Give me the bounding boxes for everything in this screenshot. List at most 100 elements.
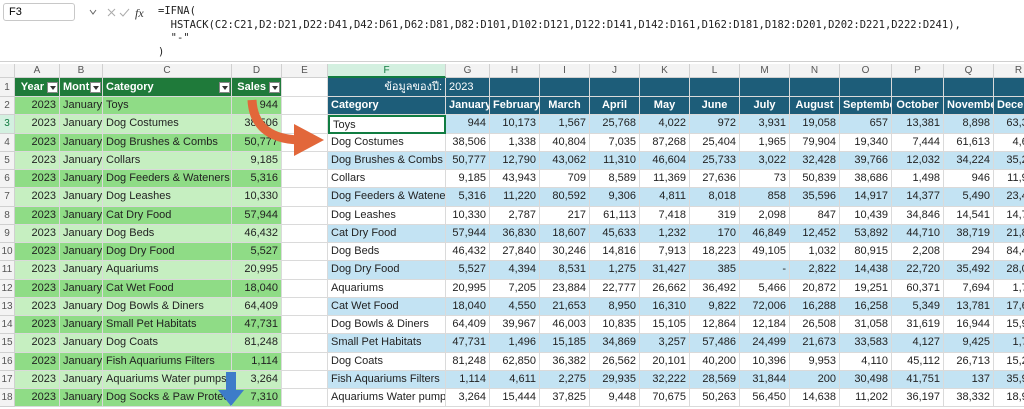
cell: Category [103,78,232,97]
cell: 81,248 [232,334,282,353]
row-header: 10 [0,243,15,262]
cell: December [994,97,1024,116]
cell: 2023 [15,243,60,262]
cell: 39,766 [840,151,892,170]
row-header: 17 [0,370,15,389]
cell: 39,967 [490,316,540,335]
cell: 2023 [446,78,490,97]
cell: 32,428 [790,151,840,170]
cell: January [60,370,103,389]
cell: July [740,97,790,116]
cell: Dog Bowls & Diners [328,316,446,335]
cell: 38,506 [232,115,282,134]
filter-button[interactable] [269,82,280,93]
cell: 33,583 [840,334,892,353]
cell: 16,258 [840,297,892,316]
cell: 35,937 [994,370,1024,389]
empty-cell [994,78,1024,97]
cell: 30,246 [540,243,590,262]
cell: 10,330 [446,206,490,225]
cell: 60,371 [892,279,944,298]
cell: January [446,97,490,116]
cell: 20,872 [790,279,840,298]
cell: 9,185 [232,151,282,170]
cell: Fish Aquariums Filters [328,370,446,389]
cancel-icon[interactable] [107,8,116,17]
cell: Dog Feeders & Wateners [328,188,446,207]
filter-button[interactable] [219,82,230,93]
cell: 858 [740,188,790,207]
cell: 36,197 [892,389,944,408]
cell: 217 [540,206,590,225]
cell: 4,394 [490,261,540,280]
cell: October [892,97,944,116]
column-header: F [328,64,446,78]
cell: Category [328,97,446,116]
dropdown-icon[interactable] [89,9,97,15]
cell: January [60,115,103,134]
cell: 2,275 [540,370,590,389]
cell: January [60,389,103,408]
column-header: K [640,64,690,78]
empty-cell [282,352,328,371]
cell: 53,892 [840,224,892,243]
cell: 8,589 [590,170,640,189]
cell: Aquariums [328,279,446,298]
filter-button[interactable] [47,82,58,93]
cell: 21,653 [540,297,590,316]
cell: 385 [690,261,740,280]
cell: 5,490 [944,188,994,207]
cell: 5,527 [232,243,282,262]
cell: January [60,261,103,280]
fx-icon[interactable]: fx [135,6,144,20]
empty-cell [282,188,328,207]
cell: 9,448 [590,389,640,408]
cell: 11,202 [840,389,892,408]
cell: 294 [944,243,994,262]
cell: 40,804 [540,133,590,152]
cell: 2023 [15,188,60,207]
cell: Aquariums Water pumps [103,370,232,389]
name-box[interactable]: F3 [3,3,75,21]
cell: 9,953 [790,352,840,371]
cell: 45,112 [892,352,944,371]
cell: 46,432 [446,243,490,262]
row-header: 15 [0,334,15,353]
cell: 12,864 [690,316,740,335]
cell: 32,222 [640,370,690,389]
cell: 2023 [15,352,60,371]
cell: January [60,97,103,116]
cell: 64,409 [446,316,490,335]
formula-line: "-" [158,32,190,44]
cell: 5,316 [232,170,282,189]
cell: 21,673 [790,334,840,353]
cell: 657 [840,115,892,134]
cell: 61,113 [590,206,640,225]
filter-button[interactable] [90,82,101,93]
cell: 14,917 [840,188,892,207]
cell: Dog Brushes & Combs [103,133,232,152]
cell: Collars [328,170,446,189]
cell: 10,173 [490,115,540,134]
cell: 2,208 [892,243,944,262]
cell: 2,098 [740,206,790,225]
cell: Dog Leashes [328,206,446,225]
cell: 26,662 [640,279,690,298]
cell: Dog Feeders & Wateners [103,170,232,189]
enter-icon[interactable] [119,8,130,17]
column-header: R [994,64,1024,78]
column-header: B [60,64,103,78]
cell: 1,731 [994,279,1024,298]
row-header: 5 [0,151,15,170]
cell: 14,638 [790,389,840,408]
cell: Dog Dry Food [103,243,232,262]
cell: 19,251 [840,279,892,298]
cell: February [490,97,540,116]
column-header: M [740,64,790,78]
cell: 15,219 [994,352,1024,371]
cell: 10,835 [590,316,640,335]
formula-icons: fx [89,6,144,20]
cell: 45,633 [590,224,640,243]
cell: Dog Beds [328,243,446,262]
cell: 36,492 [690,279,740,298]
